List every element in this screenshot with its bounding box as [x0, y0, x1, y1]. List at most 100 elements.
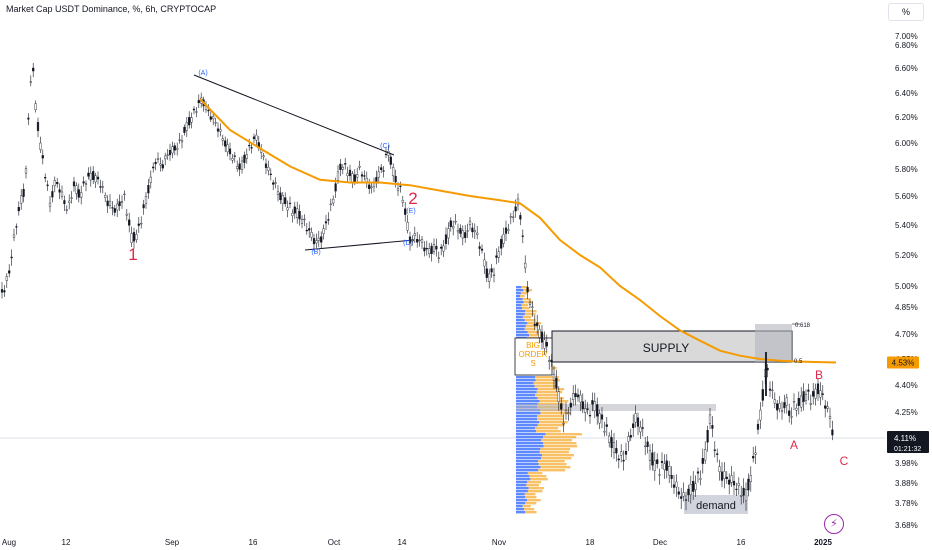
candle-body — [444, 234, 448, 244]
profile-bar-buy — [516, 436, 544, 439]
profile-bar-buy — [516, 400, 540, 403]
current-price-label: 4.11% — [894, 434, 916, 443]
profile-bar-buy — [516, 292, 521, 295]
candle-body — [504, 227, 508, 234]
candle-body — [526, 287, 529, 293]
candle-body — [3, 290, 6, 293]
ema-line — [199, 98, 837, 364]
candle-body — [389, 156, 392, 165]
candle-body — [492, 274, 496, 276]
lightning-icon[interactable]: ⚡ — [824, 514, 844, 534]
profile-bar-sell — [536, 391, 563, 394]
candle-body — [344, 163, 347, 165]
candle-body — [675, 481, 678, 488]
profile-bar-sell — [521, 304, 529, 307]
candle-body — [761, 389, 764, 401]
candle-body — [190, 117, 193, 123]
profile-bar-sell — [540, 466, 571, 469]
candle-body — [348, 169, 352, 177]
profile-bar-buy — [516, 472, 528, 475]
candle-body — [406, 221, 409, 231]
candle-body — [300, 219, 304, 224]
profile-bar-sell — [524, 328, 536, 331]
candle-body — [768, 388, 772, 391]
profile-bar-sell — [527, 472, 543, 475]
profile-bar-buy — [516, 382, 534, 385]
profile-bar-buy — [516, 445, 544, 448]
candle-body — [723, 471, 726, 479]
candle-body — [188, 117, 191, 126]
candle-body — [89, 172, 92, 181]
order-band — [516, 404, 716, 411]
profile-bar-sell — [529, 334, 545, 337]
candle-body — [754, 452, 757, 455]
profile-bar-buy — [516, 469, 539, 472]
candle-body — [428, 248, 431, 254]
candle-body — [701, 458, 704, 464]
ema-price-label: 4.53% — [892, 358, 915, 367]
candle-body — [610, 437, 613, 449]
candle-body — [579, 394, 582, 403]
candle-body — [214, 122, 217, 124]
candle-body — [550, 359, 553, 363]
candle-body — [56, 182, 59, 185]
candle-body — [308, 228, 311, 231]
candle-body — [672, 484, 676, 488]
candle-body — [636, 417, 640, 427]
percent-scale-button[interactable]: % — [888, 3, 924, 21]
y-tick-label: 5.00% — [895, 282, 918, 291]
candle-body — [236, 166, 239, 169]
candle-body — [152, 166, 155, 169]
candle-body — [641, 427, 644, 429]
candle-body — [17, 207, 20, 212]
candle-body — [92, 171, 95, 180]
candle-body — [639, 426, 642, 433]
x-axis: Aug 12 Sep 16 Oct 14 Nov 18 Dec 16 2025 — [2, 538, 833, 547]
candle-body — [634, 413, 637, 423]
profile-bar-sell — [535, 376, 559, 379]
y-tick-label: 4.85% — [895, 303, 918, 312]
profile-bar-buy — [516, 442, 544, 445]
profile-bar-buy — [516, 415, 538, 418]
profile-bar-buy — [516, 316, 523, 319]
candle-body — [497, 251, 500, 258]
candle-body — [519, 215, 522, 220]
profile-bar-buy — [516, 457, 541, 460]
profile-bar-sell — [525, 502, 537, 505]
profile-bar-buy — [516, 508, 525, 511]
candle-body — [298, 211, 301, 220]
profile-bar-buy — [516, 325, 526, 328]
candle-body — [694, 483, 697, 490]
candle-body — [176, 147, 179, 150]
profile-bar-sell — [543, 442, 577, 445]
candle-body — [154, 161, 157, 165]
candle-body — [228, 148, 232, 155]
candle-body — [776, 403, 779, 411]
candle-body — [68, 200, 71, 203]
count-label: C — [840, 454, 849, 468]
profile-bar-buy — [516, 313, 525, 316]
candle-body — [173, 145, 176, 151]
candle-body — [15, 226, 18, 228]
fib-0618-label: 0.618 — [795, 323, 811, 329]
candle-body — [456, 230, 460, 233]
candle-body — [574, 393, 577, 397]
candle-body — [0, 289, 4, 293]
profile-bar-buy — [516, 424, 538, 427]
chart-title: Market Cap USDT Dominance, %, 6h, CRYPTO… — [6, 4, 217, 14]
profile-bar-buy — [516, 448, 541, 451]
candle-body — [548, 360, 551, 362]
fib-05-label: 0.5 — [794, 359, 803, 365]
candle-body — [792, 401, 796, 403]
candle-body — [696, 471, 700, 474]
demand-label: demand — [696, 500, 736, 512]
profile-bar-sell — [520, 292, 527, 295]
candle-body — [51, 191, 54, 198]
candle-body — [809, 402, 812, 405]
candle-body — [70, 197, 73, 199]
profile-bar-sell — [534, 427, 559, 430]
candle-body — [437, 257, 440, 259]
candle-body — [358, 166, 361, 168]
candle-body — [240, 160, 244, 170]
